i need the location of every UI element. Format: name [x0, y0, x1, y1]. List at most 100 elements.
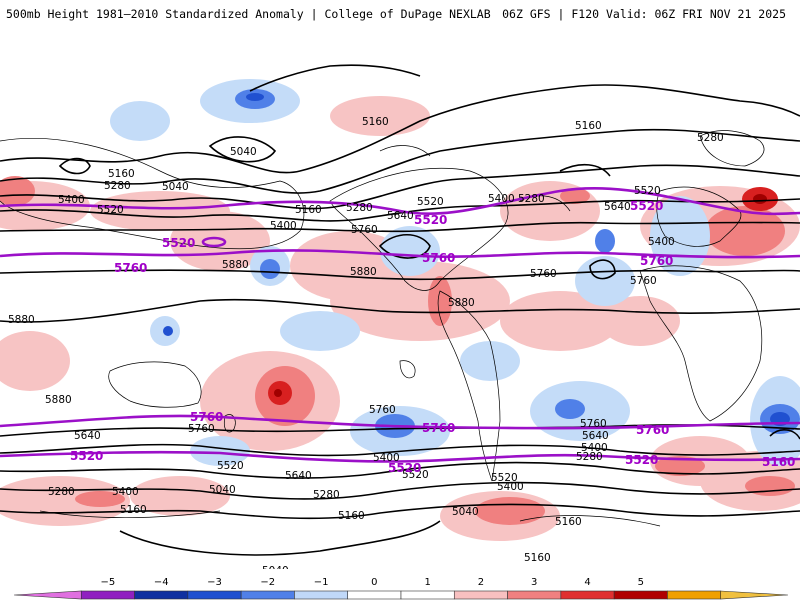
- svg-text:5160: 5160: [555, 516, 582, 528]
- svg-text:5400: 5400: [581, 442, 608, 454]
- svg-text:5760: 5760: [114, 261, 147, 275]
- svg-text:5160: 5160: [362, 116, 389, 128]
- svg-text:5040: 5040: [452, 506, 479, 518]
- svg-text:5520: 5520: [402, 469, 429, 481]
- legend-tick-label: 1: [424, 577, 430, 588]
- legend-tick-label: −4: [154, 577, 169, 588]
- svg-text:5400: 5400: [270, 220, 297, 232]
- svg-text:5520: 5520: [491, 472, 518, 484]
- svg-text:5520: 5520: [97, 204, 124, 216]
- svg-text:5760: 5760: [190, 410, 223, 424]
- anomaly-map[interactable]: 5160 5160 5280 5040 5040 5160 5280 5400 …: [0, 41, 800, 569]
- map-title: 500mb Height 1981–2010 Standardized Anom…: [6, 7, 491, 21]
- svg-text:5280: 5280: [518, 193, 545, 205]
- legend-swatch: [720, 590, 789, 600]
- svg-text:5520: 5520: [217, 460, 244, 472]
- svg-text:5280: 5280: [48, 486, 75, 498]
- svg-text:5040: 5040: [162, 181, 189, 193]
- svg-text:5760: 5760: [640, 254, 673, 268]
- svg-text:5160: 5160: [108, 168, 135, 180]
- svg-text:5520: 5520: [625, 453, 658, 467]
- reference-contours: [0, 187, 800, 463]
- legend-swatch: [134, 590, 189, 600]
- svg-text:5280: 5280: [346, 202, 373, 214]
- svg-text:5400: 5400: [373, 452, 400, 464]
- svg-text:5520: 5520: [630, 199, 663, 213]
- svg-text:5760: 5760: [369, 404, 396, 416]
- svg-text:5760: 5760: [580, 418, 607, 430]
- legend-swatch: [560, 590, 615, 600]
- svg-text:5520: 5520: [417, 196, 444, 208]
- legend-tick-label: 3: [531, 577, 537, 588]
- svg-text:5520: 5520: [162, 236, 195, 250]
- strong-negative-anomaly: [163, 89, 800, 438]
- svg-text:5760: 5760: [636, 423, 669, 437]
- legend-swatch: [453, 590, 508, 600]
- svg-text:5160: 5160: [295, 204, 322, 216]
- svg-text:5760: 5760: [630, 275, 657, 287]
- svg-text:5160: 5160: [762, 455, 795, 469]
- svg-text:5160: 5160: [120, 504, 147, 516]
- map-panel[interactable]: 5160 5160 5280 5040 5040 5160 5280 5400 …: [0, 41, 800, 569]
- svg-text:5760: 5760: [188, 423, 215, 435]
- svg-text:5880: 5880: [222, 259, 249, 271]
- svg-text:5520: 5520: [70, 449, 103, 463]
- svg-text:5400: 5400: [648, 236, 675, 248]
- legend-swatch: [13, 590, 82, 600]
- svg-text:5400: 5400: [112, 486, 139, 498]
- model-run-info: 06Z GFS | F120 Valid: 06Z FRI NOV 21 202…: [502, 7, 786, 21]
- svg-text:5520: 5520: [388, 461, 421, 475]
- legend-swatch: [240, 590, 295, 600]
- svg-text:5760: 5760: [422, 251, 455, 265]
- svg-text:5760: 5760: [530, 268, 557, 280]
- svg-text:5520: 5520: [414, 213, 447, 227]
- purple-contour-labels: 5520 5760 5520 5760 5520 5760 5760 5760 …: [70, 199, 795, 475]
- svg-text:5280: 5280: [313, 489, 340, 501]
- legend-swatch: [667, 590, 722, 600]
- legend-swatch: [80, 590, 135, 600]
- legend-tick-label: −5: [101, 577, 116, 588]
- svg-text:5520: 5520: [634, 185, 661, 197]
- legend-bar: −5 −4 −3 −2 −1 0 1 2 3 4 5: [13, 577, 789, 600]
- svg-text:5640: 5640: [582, 430, 609, 442]
- legend-swatch: [400, 590, 455, 600]
- svg-text:5280: 5280: [697, 132, 724, 144]
- svg-text:5040: 5040: [262, 565, 289, 569]
- legend-tick-label: 5: [638, 577, 644, 588]
- svg-text:5160: 5160: [524, 552, 551, 564]
- svg-text:5160: 5160: [575, 120, 602, 132]
- svg-text:5160: 5160: [338, 510, 365, 522]
- legend-tick-label: −3: [207, 577, 222, 588]
- svg-text:5040: 5040: [230, 146, 257, 158]
- svg-text:5640: 5640: [74, 430, 101, 442]
- legend-tick-labels: −5 −4 −3 −2 −1 0 1 2 3 4 5: [101, 577, 644, 588]
- legend-swatch: [294, 590, 349, 600]
- legend-tick-label: −2: [260, 577, 275, 588]
- svg-text:5640: 5640: [387, 210, 414, 222]
- black-contour-labels: 5160 5160 5280 5040 5040 5160 5280 5400 …: [8, 116, 724, 569]
- svg-text:5640: 5640: [285, 470, 312, 482]
- svg-text:5880: 5880: [8, 314, 35, 326]
- svg-text:5760: 5760: [351, 224, 378, 236]
- legend-tick-label: 2: [478, 577, 484, 588]
- svg-text:5400: 5400: [58, 194, 85, 206]
- svg-text:5280: 5280: [576, 451, 603, 463]
- svg-text:5880: 5880: [45, 394, 72, 406]
- header-bar: 500mb Height 1981–2010 Standardized Anom…: [0, 0, 800, 26]
- svg-text:5400: 5400: [497, 481, 524, 493]
- svg-text:5280: 5280: [104, 180, 131, 192]
- svg-text:5880: 5880: [448, 297, 475, 309]
- legend-swatch: [187, 590, 242, 600]
- svg-text:5040: 5040: [209, 484, 236, 496]
- legend-tick-label: 4: [584, 577, 590, 588]
- svg-text:5400: 5400: [488, 193, 515, 205]
- color-legend: −5 −4 −3 −2 −1 0 1 2 3 4 5: [0, 570, 800, 600]
- legend-swatch: [613, 590, 668, 600]
- legend-tick-label: −1: [314, 577, 329, 588]
- legend-swatch: [507, 590, 562, 600]
- legend-swatches: [13, 590, 789, 600]
- legend-swatch: [347, 590, 402, 600]
- svg-text:5760: 5760: [422, 421, 455, 435]
- svg-text:5880: 5880: [350, 266, 377, 278]
- legend-tick-label: 0: [371, 577, 377, 588]
